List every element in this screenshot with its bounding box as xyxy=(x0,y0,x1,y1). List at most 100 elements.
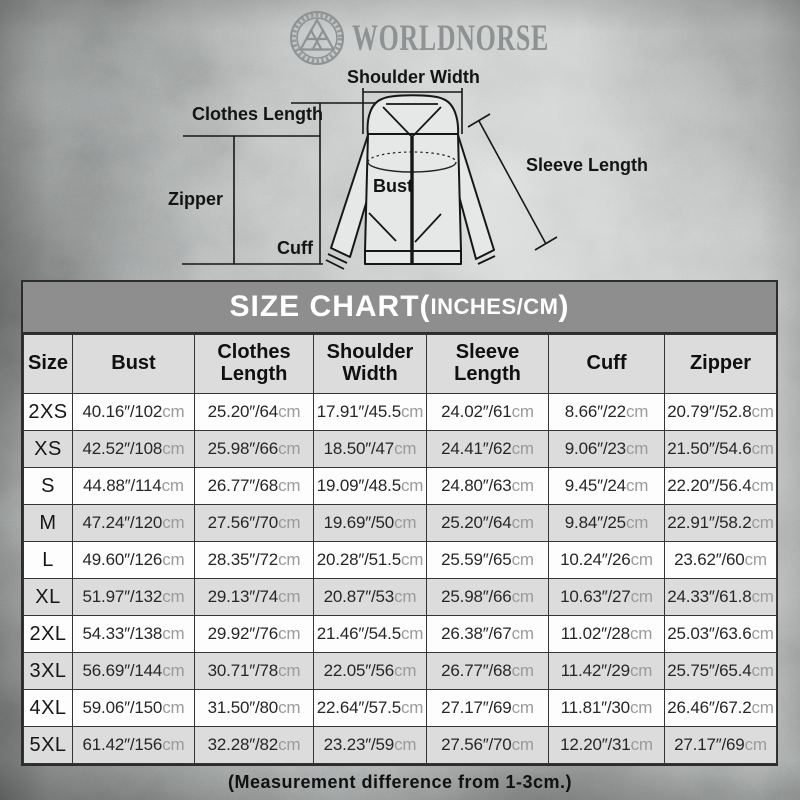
measurement-value: 22.20″/56.4cm xyxy=(664,467,777,505)
measurement-value: 42.52″/108cm xyxy=(72,430,195,468)
table-row: 5XL 61.42″/156cm 32.28″/82cm 23.23″/59cm 27.… xyxy=(23,726,777,764)
measurement-value: 8.66″/22cm xyxy=(548,393,665,431)
measurement-value: 47.24″/120cm xyxy=(72,504,195,542)
measurement-value: 25.98″/66cm xyxy=(426,578,549,616)
size-chart-title-main: SIZE CHART( xyxy=(229,290,431,323)
measurement-value: 26.46″/67.2cm xyxy=(664,689,777,727)
measurement-value: 44.88″/114cm xyxy=(72,467,195,505)
measurement-value: 10.24″/26cm xyxy=(548,541,665,579)
measurement-value: 24.02″/61cm xyxy=(426,393,549,431)
measurement-value: 25.20″/64cm xyxy=(194,393,314,431)
measurement-value: 27.56″/70cm xyxy=(194,504,314,542)
table-row: XS 42.52″/108cm 25.98″/66cm 18.50″/47cm 24.4… xyxy=(23,430,777,468)
measurement-value: 24.41″/62cm xyxy=(426,430,549,468)
measurement-value: 20.79″/52.8cm xyxy=(664,393,777,431)
column-header: Clothes Length xyxy=(194,334,314,394)
size-chart-table: Size Bust Clothes Length Shoulder Width Slee… xyxy=(23,334,777,764)
measurement-value: 25.59″/65cm xyxy=(426,541,549,579)
table-row: 2XL 54.33″/138cm 29.92″/76cm 21.46″/54.5cm 2… xyxy=(23,615,777,653)
measurement-value: 51.97″/132cm xyxy=(72,578,195,616)
table-row: 2XS 40.16″/102cm 25.20″/64cm 17.91″/45.5cm 2… xyxy=(23,393,777,431)
column-header: Cuff xyxy=(548,334,665,394)
measurement-value: 12.20″/31cm xyxy=(548,726,665,764)
column-header: Size xyxy=(23,334,73,394)
zipper-label: Zipper xyxy=(168,189,224,209)
measurement-value: 23.62″/60cm xyxy=(664,541,777,579)
measurement-value: 9.45″/24cm xyxy=(548,467,665,505)
measurement-value: 59.06″/150cm xyxy=(72,689,195,727)
size-label: 3XL xyxy=(23,652,73,690)
table-row: 4XL 59.06″/150cm 31.50″/80cm 22.64″/57.5cm 2… xyxy=(23,689,777,727)
measurement-value: 25.20″/64cm xyxy=(426,504,549,542)
column-header: Shoulder Width xyxy=(313,334,427,394)
clothes-length-label: Clothes Length xyxy=(192,104,323,124)
size-chart-title: SIZE CHART(INCHES/CM) xyxy=(23,282,776,334)
measurement-value: 24.33″/61.8cm xyxy=(664,578,777,616)
measurement-value: 25.03″/63.6cm xyxy=(664,615,777,653)
size-label: XL xyxy=(23,578,73,616)
measurement-value: 27.17″/69cm xyxy=(426,689,549,727)
table-row: L 49.60″/126cm 28.35″/72cm 20.28″/51.5cm 25.… xyxy=(23,541,777,579)
measurement-value: 26.77″/68cm xyxy=(194,467,314,505)
measurement-value: 21.46″/54.5cm xyxy=(313,615,427,653)
cuff-label: Cuff xyxy=(277,238,313,258)
table-row: XL 51.97″/132cm 29.13″/74cm 20.87″/53cm 25.9… xyxy=(23,578,777,616)
size-table-body: 2XS 40.16″/102cm 25.20″/64cm 17.91″/45.5cm 2… xyxy=(23,393,777,764)
measurement-value: 19.69″/50cm xyxy=(313,504,427,542)
size-label: 4XL xyxy=(23,689,73,727)
size-label: S xyxy=(23,467,73,505)
measurement-value: 19.09″/48.5cm xyxy=(313,467,427,505)
size-label: 5XL xyxy=(23,726,73,764)
measurement-value: 17.91″/45.5cm xyxy=(313,393,427,431)
measurement-value: 24.80″/63cm xyxy=(426,467,549,505)
measurement-value: 27.17″/69cm xyxy=(664,726,777,764)
measurement-value: 25.98″/66cm xyxy=(194,430,314,468)
measurement-value: 54.33″/138cm xyxy=(72,615,195,653)
column-header: Zipper xyxy=(664,334,777,394)
size-label: XS xyxy=(23,430,73,468)
measurement-value: 29.13″/74cm xyxy=(194,578,314,616)
measurement-value: 21.50″/54.6cm xyxy=(664,430,777,468)
measurement-value: 32.28″/82cm xyxy=(194,726,314,764)
measurement-value: 61.42″/156cm xyxy=(72,726,195,764)
size-label: 2XS xyxy=(23,393,73,431)
bust-label: Bust xyxy=(373,176,413,196)
column-header: Bust xyxy=(72,334,195,394)
measurement-value: 11.42″/29cm xyxy=(548,652,665,690)
measurement-value: 22.64″/57.5cm xyxy=(313,689,427,727)
measurement-value: 22.05″/56cm xyxy=(313,652,427,690)
measurement-value: 29.92″/76cm xyxy=(194,615,314,653)
table-row: 3XL 56.69″/144cm 30.71″/78cm 22.05″/56cm 26.… xyxy=(23,652,777,690)
size-chart-title-units: INCHES/CM xyxy=(430,294,559,319)
table-row: M 47.24″/120cm 27.56″/70cm 19.69″/50cm 25.20… xyxy=(23,504,777,542)
measurement-value: 9.84″/25cm xyxy=(548,504,665,542)
measurement-value: 9.06″/23cm xyxy=(548,430,665,468)
measurement-value: 27.56″/70cm xyxy=(426,726,549,764)
sleeve-length-label: Sleeve Length xyxy=(526,155,649,175)
measurement-value: 25.75″/65.4cm xyxy=(664,652,777,690)
measurement-value: 26.38″/67cm xyxy=(426,615,549,653)
measurement-value: 26.77″/68cm xyxy=(426,652,549,690)
measurement-value: 20.28″/51.5cm xyxy=(313,541,427,579)
shoulder-width-label: Shoulder Width xyxy=(347,67,480,87)
measurement-value: 10.63″/27cm xyxy=(548,578,665,616)
measurement-value: 18.50″/47cm xyxy=(313,430,427,468)
measurement-value: 49.60″/126cm xyxy=(72,541,195,579)
measurement-value: 22.91″/58.2cm xyxy=(664,504,777,542)
valknut-ring-icon xyxy=(290,11,344,65)
measurement-value: 28.35″/72cm xyxy=(194,541,314,579)
measurement-value: 11.02″/28cm xyxy=(548,615,665,653)
size-chart-title-close: ) xyxy=(558,290,570,323)
measurement-value: 11.81″/30cm xyxy=(548,689,665,727)
table-row: S 44.88″/114cm 26.77″/68cm 19.09″/48.5cm 24.… xyxy=(23,467,777,505)
size-label: 2XL xyxy=(23,615,73,653)
size-label: L xyxy=(23,541,73,579)
size-table-header-row: Size Bust Clothes Length Shoulder Width Slee… xyxy=(23,334,777,394)
size-chart-card: SIZE CHART(INCHES/CM) Size Bust Clothes Le… xyxy=(21,280,778,766)
column-header: Sleeve Length xyxy=(426,334,549,394)
brand-name: WORLDNORSE xyxy=(352,18,549,59)
size-label: M xyxy=(23,504,73,542)
measurement-value: 31.50″/80cm xyxy=(194,689,314,727)
measurement-value: 30.71″/78cm xyxy=(194,652,314,690)
